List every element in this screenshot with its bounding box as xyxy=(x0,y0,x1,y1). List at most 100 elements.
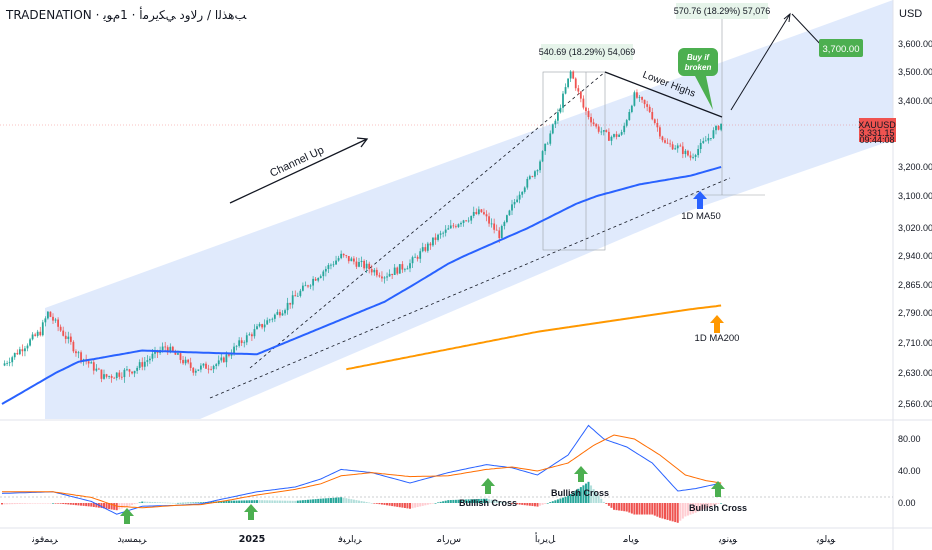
macd-hist-bar xyxy=(618,503,621,511)
macd-hist-bar xyxy=(230,500,233,503)
candle-body xyxy=(710,138,712,139)
candle-body xyxy=(365,263,368,269)
time-tick-label: ﻞﻳﺮﺑﺃ xyxy=(535,532,556,545)
time-tick-label: ﺮﻳﺍﺮﺒﻓ xyxy=(337,534,362,545)
candle-body xyxy=(13,352,16,358)
price-tag-symbol: XAUUSD xyxy=(858,120,896,130)
macd-hist-bar xyxy=(641,503,644,515)
candle-body xyxy=(108,376,110,377)
macd-hist-bar xyxy=(41,503,44,504)
price-axis[interactable]: 3,600.00 3,500.00 3,400.00 3,200.00 3,100.00… xyxy=(898,39,932,409)
macd-hist-bar xyxy=(686,503,689,516)
candle-body xyxy=(149,358,151,361)
macd-hist-bar xyxy=(273,500,276,503)
candle-body xyxy=(528,176,531,179)
macd-hist-bar xyxy=(702,503,705,510)
candle-body xyxy=(562,93,564,108)
candle-body xyxy=(406,268,409,270)
candle-body xyxy=(360,260,363,263)
candle-body xyxy=(299,290,302,296)
macd-hist-bar xyxy=(630,503,633,514)
macd-hist-bar xyxy=(386,503,389,506)
channel-dashed-lower xyxy=(209,177,731,399)
macd-hist-bar xyxy=(182,502,185,504)
macd-hist-bar xyxy=(161,502,164,504)
bullish-arrow-icon xyxy=(481,478,495,494)
candle-body xyxy=(534,171,536,177)
candle-body xyxy=(536,170,539,172)
measure-label-bg-1 xyxy=(541,44,633,60)
macd-hist-bar xyxy=(192,502,195,504)
candle-body xyxy=(564,87,567,94)
macd-hist-bar xyxy=(245,500,248,503)
macd-hist-bar xyxy=(699,503,702,511)
macd-hist-bar xyxy=(154,502,156,503)
candle-body xyxy=(212,366,215,370)
candle-body xyxy=(457,224,460,228)
macd-hist-bar xyxy=(607,503,610,506)
macd-hist-bar xyxy=(322,498,325,503)
candle-body xyxy=(432,237,434,246)
macd-hist-bar xyxy=(240,500,243,503)
macd-hist-bar xyxy=(416,503,419,508)
candle-body xyxy=(692,156,694,158)
macd-hist-bar xyxy=(508,503,511,504)
candle-body xyxy=(291,295,294,305)
candle-body xyxy=(659,127,661,137)
candle-body xyxy=(664,140,666,143)
candle-body xyxy=(225,354,228,363)
candle-body xyxy=(273,314,276,319)
candle-body xyxy=(597,126,600,132)
candle-body xyxy=(697,149,700,156)
measure-label-bg-2 xyxy=(676,3,768,19)
candle-body xyxy=(36,331,39,336)
channel-dashed-upper xyxy=(249,71,606,369)
candle-body xyxy=(169,346,172,353)
candle-body xyxy=(202,363,205,366)
time-tick-label: 2025 xyxy=(239,534,265,545)
candle-body xyxy=(253,329,256,337)
candle-body xyxy=(608,131,610,141)
candle-body xyxy=(8,362,11,364)
macd-hist-bar xyxy=(373,503,376,504)
macd-hist-bar xyxy=(498,501,501,503)
price-tick-label: 3,200.00 xyxy=(898,162,932,172)
macd-hist-bar xyxy=(133,503,136,505)
macd-axis: 80.00 40.00 0.00 xyxy=(898,434,921,508)
macd-hist-bar xyxy=(533,503,536,507)
macd-hist-bar xyxy=(268,500,271,503)
macd-hist-bar xyxy=(485,498,488,503)
macd-hist-bar xyxy=(18,503,21,504)
candle-body xyxy=(495,229,498,231)
candle-body xyxy=(304,285,307,287)
time-axis[interactable]: ﺮﺒﻤﻓﻮﻧ ﺮﺒﻤﺴﻳﺩ 2025 ﺮﻳﺍﺮﺒﻓ ﺱﺭﺎﻣ ﻞﻳﺮﺑﺃ ﻮﻳﺎﻣ ﻮﻴﻧﻮﻳ… xyxy=(31,532,835,545)
candle-body xyxy=(358,262,360,267)
candle-body xyxy=(296,295,299,297)
candle-body xyxy=(347,256,350,262)
macd-hist-bar xyxy=(222,500,225,503)
macd-hist-bar xyxy=(633,503,636,515)
macd-hist-bar xyxy=(258,500,261,503)
macd-hist-bar xyxy=(442,501,445,503)
macd-hist-bar xyxy=(610,503,613,508)
candle-body xyxy=(330,264,332,266)
macd-hist-bar xyxy=(350,499,353,503)
measure-label-1: 540.69 (18.29%) 54,069 xyxy=(539,47,636,57)
macd-hist-bar xyxy=(516,503,519,505)
candle-body xyxy=(516,199,518,202)
macd-hist-bar xyxy=(49,503,52,504)
macd-hist-bar xyxy=(592,489,595,503)
bullish-arrow-icon xyxy=(711,481,725,497)
candle-body xyxy=(194,370,197,373)
candle-body xyxy=(615,134,618,137)
macd-hist-bar xyxy=(457,499,460,503)
macd-hist-bar xyxy=(110,503,113,510)
candle-body xyxy=(217,360,220,365)
candle-body xyxy=(712,130,715,139)
macd-hist-bar xyxy=(551,501,554,503)
channel-up-band xyxy=(45,0,893,419)
macd-hist-bar xyxy=(176,502,179,504)
measure-label-2: 570.76 (18.29%) 57,076 xyxy=(674,6,771,16)
candle-body xyxy=(238,340,241,346)
